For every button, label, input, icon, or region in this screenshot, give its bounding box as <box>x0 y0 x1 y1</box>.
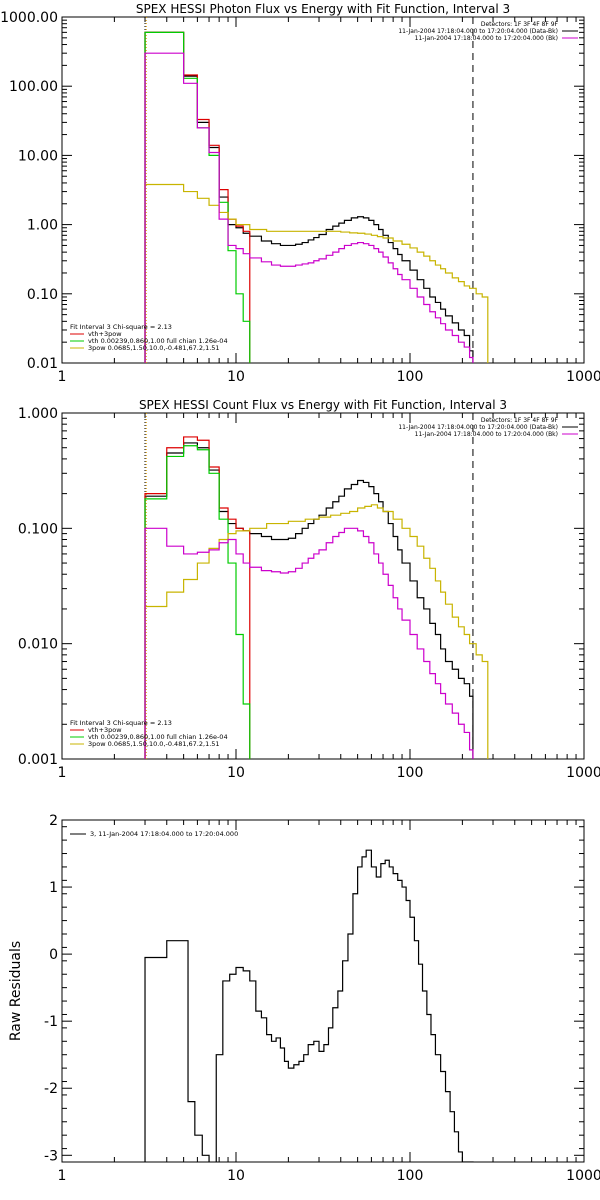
series-group <box>145 850 474 1169</box>
legend-text: 3pow 0.0685,1.50,10.0,-0.481,67.2,1.51 <box>88 344 220 352</box>
x-tick-label: 1 <box>58 369 67 385</box>
y-tick-label: 0.010 <box>18 637 58 653</box>
series-line-3 <box>145 505 488 759</box>
y-tick-label: -2 <box>44 1081 58 1097</box>
x-tick-label: 10 <box>227 369 245 385</box>
y-tick-label: 0 <box>49 947 58 963</box>
legend-text: Detectors: 1F 3F 4F 8F 9F <box>481 21 559 28</box>
x-tick-label: 1000 <box>566 369 600 385</box>
series-group <box>145 437 488 759</box>
legend-text: 11-Jan-2004 17:18:04.000 to 17:20:04.000… <box>398 424 558 431</box>
x-tick-label: 10 <box>227 1168 245 1184</box>
y-tick-label: 1 <box>49 880 58 896</box>
legend-text: 3, 11-Jan-2004 17:18:04.000 to 17:20:04.… <box>90 830 238 838</box>
legend-text: 11-Jan-2004 17:18:04.000 to 17:20:04.000… <box>415 35 558 42</box>
plot-frame <box>62 17 584 363</box>
x-tick-label: 100 <box>397 369 424 385</box>
chart-title: SPEX HESSI Count Flux vs Energy with Fit… <box>139 398 507 412</box>
legend-text: 11-Jan-2004 17:18:04.000 to 17:20:04.000… <box>398 28 558 35</box>
plot-frame <box>62 413 584 759</box>
y-tick-label: -1 <box>44 1014 58 1030</box>
photon-flux-panel: SPEX HESSI Photon Flux vs Energy with Fi… <box>0 2 600 385</box>
series-group <box>145 32 488 363</box>
x-tick-label: 1 <box>58 1168 67 1184</box>
y-tick-label: 10.00 <box>18 148 58 164</box>
series-line-1 <box>145 437 250 759</box>
y-tick-label: -3 <box>44 1148 58 1164</box>
x-tick-label: 100 <box>397 1168 424 1184</box>
series-line-0 <box>145 443 473 759</box>
plot-frame <box>62 820 584 1162</box>
x-tick-label: 1000 <box>566 765 600 781</box>
chart-title: SPEX HESSI Photon Flux vs Energy with Fi… <box>136 2 510 16</box>
y-tick-label: 0.10 <box>27 287 58 303</box>
legend-text: 3pow 0.0685,1.50,10.0,-0.481,67.2,1.51 <box>88 740 220 748</box>
y-axis-label: Raw Residuals <box>8 941 24 1041</box>
series-line-4 <box>145 528 473 759</box>
series-line-4 <box>145 53 473 363</box>
count-flux-panel: SPEX HESSI Count Flux vs Energy with Fit… <box>18 398 600 781</box>
series-line-2 <box>145 446 250 759</box>
y-tick-label: 1.00 <box>27 218 58 234</box>
series-line-0 <box>145 32 473 363</box>
y-tick-label: 100.00 <box>9 79 58 95</box>
y-tick-label: 0.100 <box>18 521 58 537</box>
series-line-0 <box>145 850 474 1169</box>
x-tick-label: 100 <box>397 765 424 781</box>
legend-bottom-left: Fit Interval 3 Chi-square = 2.13vth+3pow… <box>70 719 228 748</box>
x-tick-label: 10 <box>227 765 245 781</box>
residuals-panel: Raw Residuals 1 10 100 1000 -3 -2 -1 0 1 2 3, 11-Ja… <box>8 813 600 1184</box>
legend-text: Detectors: 1F 3F 4F 8F 9F <box>481 417 559 424</box>
legend-bottom-left: Fit Interval 3 Chi-square = 2.13vth+3pow… <box>70 323 228 352</box>
legend-inline: 3, 11-Jan-2004 17:18:04.000 to 17:20:04.… <box>70 830 238 838</box>
y-tick-label: 0.01 <box>27 356 58 372</box>
y-tick-label: 1000.00 <box>0 10 58 26</box>
y-tick-label: 1.000 <box>18 406 58 422</box>
x-tick-label: 1 <box>58 765 67 781</box>
x-tick-label: 1000 <box>566 1168 600 1184</box>
y-tick-label: 2 <box>49 813 58 829</box>
legend-text: 11-Jan-2004 17:18:04.000 to 17:20:04.000… <box>415 431 558 438</box>
y-tick-label: 0.001 <box>18 752 58 768</box>
